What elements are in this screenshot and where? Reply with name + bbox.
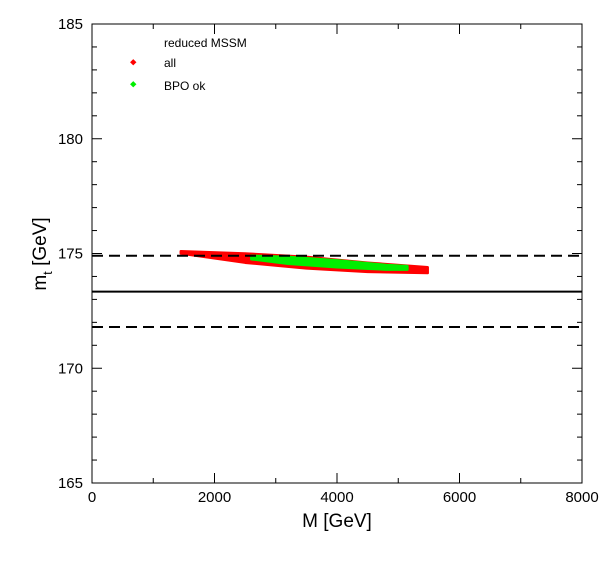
legend-marker-bpo-ok: [130, 81, 137, 88]
y-tick-label: 165: [58, 475, 83, 492]
legend-marker-all: [130, 59, 137, 66]
legend-label-bpo-ok: BPO ok: [164, 79, 206, 93]
legend: reduced MSSM all BPO ok: [130, 36, 247, 93]
series-band-bpo-ok: [250, 254, 409, 271]
legend-title: reduced MSSM: [164, 36, 247, 50]
y-tick-label: 185: [58, 16, 83, 33]
y-axis-title: mt [GeV]: [30, 217, 55, 290]
y-axis-title-unit: [GeV]: [30, 217, 51, 266]
plot-content: [92, 249, 582, 328]
y-axis-title-main: m: [30, 275, 51, 291]
x-tick-label: 6000: [443, 489, 476, 506]
x-tick-label: 2000: [198, 489, 231, 506]
y-tick-label: 175: [58, 246, 83, 263]
y-axis-title-sub: t: [40, 271, 55, 275]
legend-label-all: all: [164, 56, 176, 70]
x-axis-title: M [GeV]: [302, 511, 372, 532]
y-tick-label: 170: [58, 360, 83, 377]
ticks: [91, 23, 583, 484]
x-tick-label: 4000: [320, 489, 353, 506]
x-tick-label: 0: [88, 489, 96, 506]
y-tick-label: 180: [58, 131, 83, 148]
x-tick-label: 8000: [565, 489, 598, 506]
tick-labels: 0 2000 4000 6000 8000 165 170 175 180 185: [58, 16, 599, 506]
